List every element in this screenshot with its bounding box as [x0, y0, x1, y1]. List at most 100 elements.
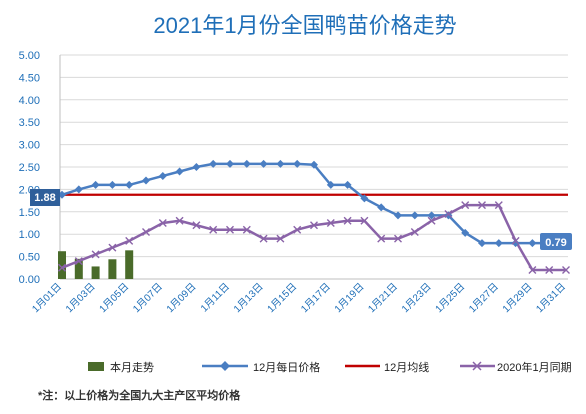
diamond-marker — [343, 180, 352, 189]
bar — [91, 266, 100, 279]
x-tick-label: 1月15日 — [265, 281, 299, 315]
x-tick-label: 1月31日 — [534, 281, 568, 315]
legend-dec-avg-label: 12月均线 — [384, 360, 429, 374]
x-marker — [142, 227, 150, 236]
x-tick-label: 1月27日 — [466, 281, 500, 315]
x-marker — [410, 227, 419, 236]
diamond-marker — [528, 239, 537, 248]
last-value-callout-box — [540, 233, 572, 250]
series-line — [61, 203, 566, 272]
diamond-marker — [377, 203, 386, 212]
x-tick-label: 1月19日 — [332, 281, 366, 315]
x-tick-label: 1月29日 — [500, 281, 534, 315]
x-marker — [242, 225, 251, 234]
diamond-marker — [74, 185, 83, 194]
x-marker — [343, 216, 352, 225]
last-value-callout-label: 0.79 — [545, 237, 566, 249]
x-marker — [108, 243, 117, 252]
diamond-marker — [142, 176, 150, 185]
y-tick-label: 3.00 — [19, 140, 40, 152]
x-tick-label: 1月03日 — [63, 281, 97, 315]
x-marker — [394, 234, 402, 243]
legend-dec-daily-marker — [220, 361, 230, 371]
bar — [74, 258, 83, 279]
y-tick-label: 1.50 — [19, 207, 40, 219]
y-tick-label: 0.50 — [19, 252, 40, 264]
diamond-marker — [494, 239, 503, 248]
diamond-marker — [158, 171, 167, 180]
series-markers — [58, 159, 570, 275]
x-tick-label: 1月23日 — [399, 281, 433, 315]
x-marker — [545, 266, 554, 275]
diamond-marker — [394, 211, 402, 220]
x-marker — [444, 210, 453, 219]
x-marker — [209, 225, 218, 234]
chart-title: 2021年1月份全国鸭苗价格走势 — [153, 13, 456, 38]
legend-prev-year-label: 2020年1月同期 — [497, 360, 572, 374]
bar-series — [58, 250, 134, 279]
diamond-marker — [310, 160, 318, 169]
diamond-marker — [326, 180, 335, 189]
diamond-marker — [108, 180, 117, 189]
x-marker — [562, 266, 570, 275]
y-tick-label: 2.50 — [19, 162, 40, 174]
legend-bar-swatch — [88, 362, 104, 371]
bar — [58, 251, 66, 279]
callouts: 1.88 0.79 — [30, 189, 572, 250]
x-tick-label: 1月11日 — [198, 281, 232, 315]
bar — [125, 250, 134, 279]
y-tick-label: 5.00 — [19, 50, 40, 62]
x-marker — [478, 201, 486, 210]
x-marker — [158, 219, 167, 227]
x-tick-label: 1月21日 — [366, 281, 400, 315]
series-line — [61, 162, 567, 245]
x-marker — [293, 225, 302, 234]
x-marker — [91, 250, 100, 259]
y-tick-label: 4.50 — [19, 72, 40, 84]
x-marker — [259, 234, 268, 243]
diamond-marker — [242, 159, 251, 168]
x-marker — [58, 263, 66, 272]
x-marker — [310, 221, 318, 230]
legend-bar-label: 本月走势 — [110, 360, 154, 374]
diamond-marker — [226, 159, 234, 168]
x-tick-label: 1月09日 — [164, 281, 198, 315]
x-tick-label: 1月17日 — [298, 281, 332, 315]
diamond-marker — [209, 159, 218, 168]
x-marker — [326, 219, 335, 227]
diamond-marker — [259, 159, 268, 168]
y-tick-label: 3.50 — [19, 117, 40, 129]
avg-callout-box — [30, 189, 60, 206]
diamond-marker — [461, 228, 470, 237]
legend-prev-year-marker — [472, 361, 482, 371]
x-marker — [377, 234, 386, 243]
x-marker — [192, 221, 201, 230]
x-tick-label: 1月05日 — [97, 281, 131, 315]
diamond-marker — [478, 239, 486, 248]
diamond-marker — [410, 211, 419, 220]
diamond-marker — [444, 211, 453, 220]
line-series — [60, 162, 568, 272]
bar — [108, 259, 117, 279]
diamond-marker — [175, 167, 184, 176]
y-tick-label: 0.00 — [19, 274, 40, 286]
footnote: *注：以上价格为全国九大主产区平均价格 — [38, 388, 241, 402]
x-tick-label: 1月25日 — [433, 281, 467, 315]
x-marker — [125, 236, 134, 245]
x-marker — [74, 257, 83, 266]
x-marker — [360, 216, 369, 225]
avg-callout-label: 1.88 — [34, 192, 55, 204]
y-axis-ticks: 0.000.501.001.502.002.503.003.504.004.50… — [19, 50, 40, 286]
x-tick-label: 1月13日 — [231, 281, 265, 315]
diamond-marker — [125, 180, 134, 189]
x-tick-label: 1月07日 — [130, 281, 164, 315]
diamond-marker — [360, 194, 369, 203]
x-marker — [427, 216, 436, 225]
x-marker — [461, 201, 470, 210]
diamond-marker — [192, 163, 201, 171]
y-tick-label: 1.00 — [19, 229, 40, 241]
diamond-marker — [276, 159, 285, 168]
x-marker — [276, 234, 285, 243]
x-axis-ticks: 1月01日 1月03日 1月05日 1月07日 1月09日 1月11日 1月13日 1月15日… — [30, 281, 568, 315]
